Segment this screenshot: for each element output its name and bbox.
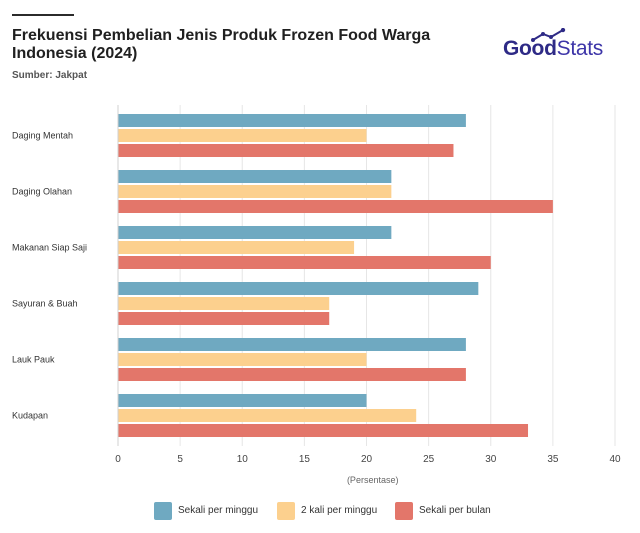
logo-good-text: Good [503,37,557,60]
bar [118,241,355,254]
bar [118,170,392,183]
chart-title: Frekuensi Pembelian Jenis Produk Frozen … [12,27,431,62]
category-label: Kudapan [12,411,48,421]
top-rule [12,14,74,16]
bar [118,409,417,422]
category-label: Lauk Pauk [12,355,55,365]
legend-label: 2 kali per minggu [301,505,378,516]
x-tick-label: 40 [609,454,621,465]
bar [118,424,529,437]
x-tick-label: 0 [115,454,121,465]
x-tick-label: 10 [237,454,249,465]
legend-label: Sekali per bulan [419,505,491,516]
x-tick-label: 25 [423,454,435,465]
x-tick-label: 20 [361,454,373,465]
legend-label: Sekali per minggu [178,505,259,516]
bar [118,129,367,142]
goodstats-logo: GoodStats [503,28,623,66]
source-text: Sumber: Jakpat [12,70,88,81]
bar [118,226,392,239]
logo-stats-text: Stats [556,37,604,60]
bar [118,338,466,351]
bar [118,368,466,381]
legend-swatch [277,502,295,520]
bar [118,353,367,366]
legend-swatch [395,502,413,520]
bar [118,297,330,310]
x-axis-label: (Persentase) [347,475,399,485]
category-label: Daging Olahan [12,187,72,197]
bar [118,394,367,407]
x-tick-label: 5 [177,454,183,465]
x-tick-label: 35 [547,454,559,465]
chart-line-icon [531,28,566,42]
bar [118,185,392,198]
bar [118,312,330,325]
bar [118,200,553,213]
legend-swatch [154,502,172,520]
category-label: Sayuran & Buah [12,299,78,309]
bar [118,114,466,127]
category-label: Daging Mentah [12,131,73,141]
x-tick-label: 30 [485,454,497,465]
bar [118,144,454,157]
bar [118,256,491,269]
bar [118,282,479,295]
x-tick-label: 15 [299,454,311,465]
category-label: Makanan Siap Saji [12,243,87,253]
